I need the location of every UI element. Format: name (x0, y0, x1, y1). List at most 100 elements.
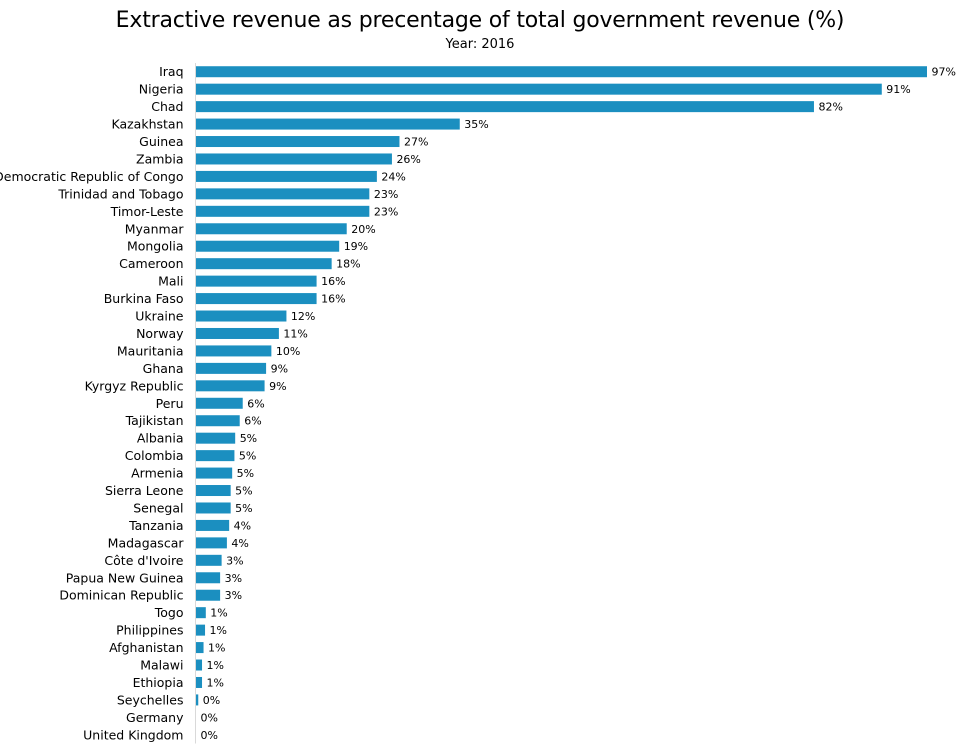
data-label: 5% (240, 432, 257, 445)
data-label: 82% (818, 101, 842, 114)
bar (196, 66, 927, 78)
bar (196, 188, 370, 200)
data-label: 23% (374, 188, 398, 201)
category-label: Democratic Republic of Congo (0, 169, 184, 184)
data-label: 3% (226, 554, 243, 567)
chart-subtitle: Year: 2016 (445, 37, 515, 52)
category-label: Ethiopia (133, 675, 184, 690)
data-label: 5% (235, 502, 252, 515)
category-label: Seychelles (117, 692, 184, 707)
data-label: 12% (291, 310, 315, 323)
category-label: Nigeria (139, 82, 184, 97)
bar (196, 293, 317, 305)
data-label: 10% (276, 345, 300, 358)
data-label: 3% (225, 572, 242, 585)
data-label: 91% (886, 83, 910, 96)
data-label: 11% (283, 327, 307, 340)
data-label: 4% (231, 537, 248, 550)
bar (196, 467, 233, 479)
data-label: 5% (239, 450, 256, 463)
category-label: Timor-Leste (110, 204, 184, 219)
data-label: 1% (210, 624, 227, 637)
category-label: Zambia (136, 151, 183, 166)
bar (196, 153, 392, 165)
category-label: Cameroon (119, 256, 183, 271)
bar (196, 572, 221, 584)
category-label: Senegal (133, 500, 183, 515)
bar (196, 415, 240, 427)
data-label: 0% (201, 711, 218, 724)
data-label: 16% (321, 275, 345, 288)
category-label: Madagascar (108, 535, 185, 550)
data-label: 9% (271, 362, 288, 375)
data-label: 1% (207, 676, 224, 689)
data-label: 19% (344, 240, 368, 253)
category-label: Ghana (143, 361, 184, 376)
data-label: 0% (201, 729, 218, 742)
data-label: 26% (396, 153, 420, 166)
bar (196, 362, 267, 374)
bar (196, 205, 370, 217)
category-label: United Kingdom (83, 727, 183, 742)
category-label: Trinidad and Tobago (57, 186, 183, 201)
bar (196, 676, 203, 688)
category-label: Albania (137, 431, 184, 446)
category-label: Chad (151, 99, 183, 114)
chart-title: Extractive revenue as precentage of tota… (115, 8, 845, 33)
category-label: Peru (156, 396, 184, 411)
bar (196, 694, 199, 706)
bar (196, 659, 203, 671)
category-label: Norway (136, 326, 184, 341)
category-label: Mauritania (117, 343, 184, 358)
bar (196, 450, 235, 462)
bar (196, 258, 332, 270)
bar (196, 345, 272, 357)
category-label: Afghanistan (109, 640, 183, 655)
bar (196, 432, 236, 444)
category-label: Mongolia (127, 239, 184, 254)
data-label: 9% (269, 380, 286, 393)
bar (196, 380, 265, 392)
data-label: 18% (336, 258, 360, 271)
category-label: Guinea (139, 134, 183, 149)
bar (196, 101, 814, 113)
data-label: 5% (237, 467, 254, 480)
bar (196, 240, 340, 252)
data-label: 16% (321, 293, 345, 306)
category-label: Papua New Guinea (66, 570, 184, 585)
category-label: Kyrgyz Republic (85, 378, 184, 393)
bar (196, 275, 317, 287)
category-label: Myanmar (125, 221, 185, 236)
data-label: 3% (225, 589, 242, 602)
data-label: 97% (932, 66, 956, 79)
bar (196, 642, 204, 654)
bar (196, 170, 377, 182)
category-label: Iraq (159, 64, 183, 79)
category-label: Togo (154, 605, 184, 620)
data-label: 6% (247, 397, 264, 410)
category-label: Dominican Republic (59, 588, 183, 603)
category-label: Armenia (131, 466, 183, 481)
bar (196, 519, 230, 531)
data-label: 0% (203, 694, 220, 707)
data-label: 35% (464, 118, 488, 131)
category-label: Burkina Faso (104, 291, 184, 306)
category-label: Tajikistan (125, 413, 184, 428)
bar (196, 485, 231, 497)
bar (196, 624, 206, 636)
category-label: Colombia (125, 448, 184, 463)
bar (196, 118, 460, 130)
category-label: Côte d'Ivoire (104, 553, 183, 568)
data-label: 27% (404, 136, 428, 149)
data-label: 24% (381, 170, 405, 183)
data-label: 4% (234, 519, 251, 532)
bar (196, 397, 243, 409)
category-label: Sierra Leone (105, 483, 184, 498)
bar (196, 554, 222, 566)
data-label: 5% (235, 485, 252, 498)
bar (196, 83, 882, 95)
bar (196, 607, 206, 619)
category-label: Philippines (116, 623, 183, 638)
